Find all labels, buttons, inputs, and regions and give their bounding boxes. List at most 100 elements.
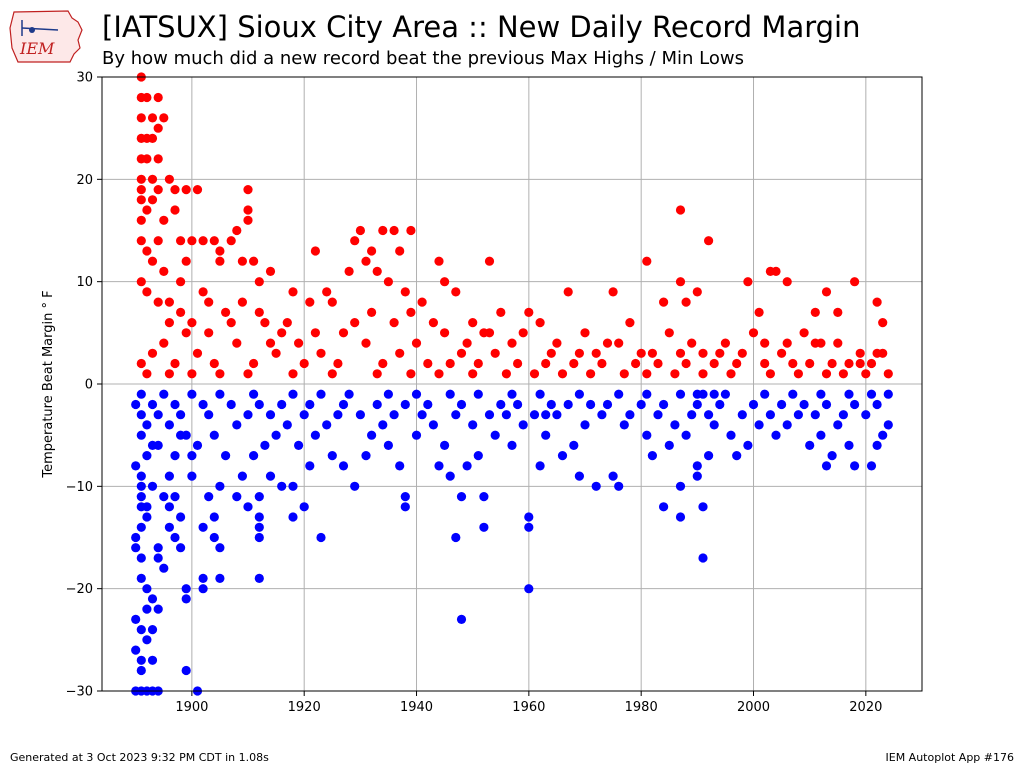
record-high-point [406, 369, 416, 379]
record-low-point [136, 655, 146, 665]
record-low-point [883, 420, 893, 430]
record-low-point [294, 440, 304, 450]
record-high-point [440, 277, 450, 287]
record-low-point [434, 461, 444, 471]
record-high-point [715, 348, 725, 358]
record-low-point [456, 399, 467, 410]
record-low-point [136, 481, 146, 491]
record-low-point [176, 430, 186, 440]
record-low-point [215, 481, 225, 491]
record-high-point [614, 338, 624, 348]
record-high-point [153, 92, 163, 103]
x-tick-label: 1980 [625, 700, 658, 715]
record-high-point [170, 205, 180, 215]
record-high-point [310, 328, 320, 338]
record-low-point [765, 410, 776, 420]
record-low-point [400, 399, 410, 410]
record-high-point [445, 358, 455, 369]
record-low-point [147, 481, 158, 491]
record-high-point [147, 195, 158, 205]
record-low-point [170, 532, 180, 543]
chart-subtitle: By how much did a new record beat the pr… [102, 48, 744, 69]
record-high-point [378, 358, 388, 369]
record-high-point [653, 358, 663, 369]
record-high-point [147, 348, 158, 358]
record-high-point [805, 358, 815, 369]
record-low-point [552, 410, 562, 420]
record-high-point [254, 307, 264, 317]
record-high-point [187, 318, 197, 328]
record-low-point [260, 440, 270, 450]
record-high-point [142, 369, 152, 379]
record-low-point [496, 399, 506, 410]
y-tick-label: 30 [76, 71, 93, 86]
record-low-point [243, 410, 253, 420]
record-low-point [142, 420, 152, 430]
record-high-point [316, 348, 326, 358]
record-high-point [243, 185, 253, 195]
record-high-point [159, 215, 169, 225]
record-high-point [631, 358, 641, 369]
generated-timestamp: Generated at 3 Oct 2023 9:32 PM CDT in 1… [10, 751, 269, 764]
record-low-point [136, 389, 146, 399]
record-high-point [350, 236, 360, 246]
record-high-point [861, 369, 871, 379]
record-low-point [866, 389, 877, 399]
iowa-outline [9, 10, 83, 63]
record-low-point [305, 461, 315, 471]
record-high-point [743, 277, 753, 287]
record-high-point [726, 369, 736, 379]
record-high-point [198, 236, 208, 246]
record-low-point [771, 430, 781, 440]
record-high-point [209, 358, 219, 369]
record-low-point [176, 543, 186, 553]
record-low-point [737, 410, 747, 420]
record-low-point [451, 532, 461, 543]
record-low-point [271, 430, 281, 440]
record-low-point [861, 410, 871, 420]
record-high-point [215, 256, 225, 266]
record-high-point [574, 348, 585, 358]
record-low-point [131, 614, 141, 625]
record-low-point [535, 389, 545, 399]
record-high-point [468, 369, 478, 379]
record-low-point [277, 399, 287, 410]
record-high-point [557, 369, 568, 379]
plot-frame [101, 76, 923, 692]
record-low-point [288, 389, 298, 399]
record-high-point [277, 328, 287, 338]
record-high-point [322, 287, 332, 297]
record-low-point [316, 532, 326, 543]
record-high-point [147, 174, 158, 184]
record-high-point [417, 297, 427, 307]
record-low-point [215, 573, 225, 584]
record-high-point [232, 338, 242, 348]
record-high-point [411, 338, 422, 348]
record-low-point [400, 502, 410, 512]
record-high-point [142, 246, 152, 256]
record-low-point [428, 420, 438, 430]
record-low-point [529, 410, 540, 420]
record-low-point [675, 512, 686, 522]
record-high-point [367, 246, 377, 256]
record-low-point [187, 451, 197, 461]
record-low-point [833, 420, 843, 430]
record-low-point [288, 512, 298, 522]
iem-logo: IEM [9, 10, 83, 63]
record-low-point [136, 522, 146, 532]
record-low-point [176, 410, 186, 420]
record-high-point [367, 307, 377, 317]
record-low-point [670, 420, 680, 430]
record-high-point [226, 318, 236, 328]
y-tick-label: 10 [76, 275, 93, 290]
x-tick-label: 2020 [849, 700, 882, 715]
record-low-point [878, 430, 888, 440]
record-high-point [142, 154, 152, 164]
record-high-point [484, 256, 495, 266]
record-low-point [501, 410, 511, 420]
record-low-point [142, 635, 152, 645]
record-high-point [389, 225, 399, 236]
record-high-point [327, 369, 337, 379]
record-low-point [147, 594, 158, 604]
record-high-point [473, 358, 483, 369]
